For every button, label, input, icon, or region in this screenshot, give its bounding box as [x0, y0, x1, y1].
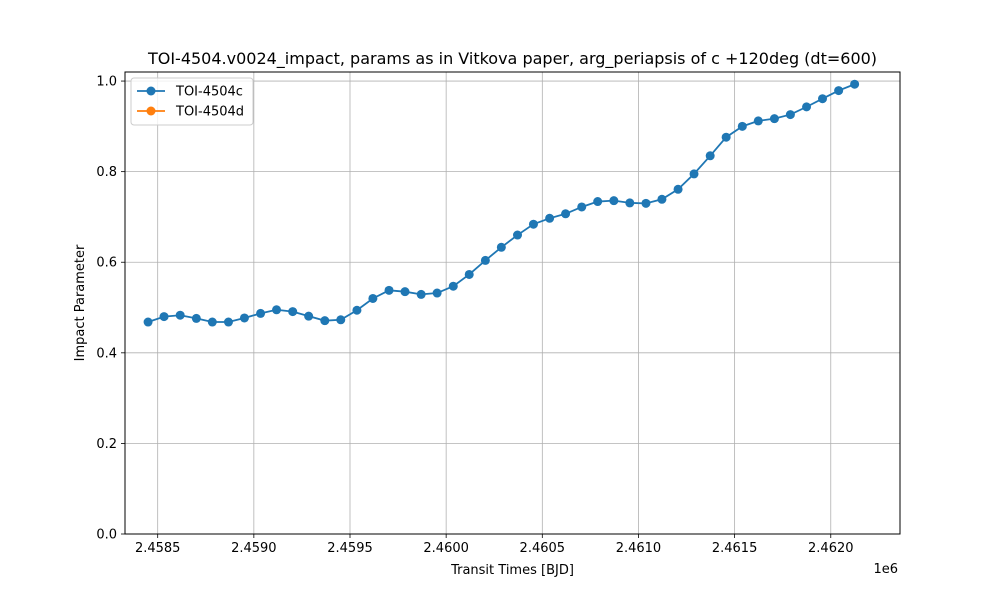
data-point — [753, 116, 763, 126]
x-tick-label: 2.4595 — [327, 541, 373, 556]
x-axis-offset-label: 1e6 — [873, 562, 898, 577]
data-point — [384, 285, 394, 295]
data-point — [239, 313, 249, 323]
y-tick-label: 0.8 — [96, 165, 117, 180]
data-point — [528, 219, 538, 229]
legend: TOI-4504c TOI-4504d — [130, 77, 254, 126]
data-point — [577, 202, 587, 212]
data-point — [785, 110, 795, 120]
data-point — [304, 311, 314, 321]
y-tick-label: 1.0 — [96, 75, 117, 90]
data-point — [721, 132, 731, 142]
y-tick-label: 0.0 — [96, 528, 117, 543]
series-layer — [143, 79, 860, 327]
data-point — [673, 184, 683, 194]
data-point — [416, 289, 426, 299]
data-point — [352, 305, 362, 315]
data-point — [207, 317, 217, 327]
data-point — [689, 169, 699, 179]
data-point — [272, 305, 282, 315]
axis-ticks: 2.4585 2.4590 2.4595 2.4600 2.4605 2.4610 2.46… — [96, 75, 853, 556]
legend-label: TOI-4504c — [175, 85, 243, 100]
x-tick-label: 2.4600 — [423, 541, 469, 556]
data-point — [513, 230, 522, 240]
data-point — [223, 317, 233, 327]
plot-frame — [124, 71, 901, 535]
data-point — [802, 102, 812, 112]
data-point — [641, 198, 651, 208]
data-point — [432, 288, 442, 298]
data-point — [464, 269, 474, 279]
data-point — [737, 121, 747, 131]
data-point — [480, 255, 490, 265]
data-point — [448, 281, 458, 291]
x-tick-label: 2.4615 — [712, 541, 758, 556]
grid-lines — [125, 72, 900, 535]
legend-marker — [146, 106, 156, 116]
data-point — [769, 114, 779, 124]
y-tick-label: 0.4 — [96, 346, 117, 361]
data-point — [336, 315, 346, 325]
data-point — [496, 242, 506, 252]
data-point — [657, 194, 667, 204]
chart-title: TOI-4504.v0024_impact, params as in Vitk… — [147, 49, 877, 69]
data-point — [159, 312, 169, 322]
data-point — [256, 308, 266, 318]
data-point — [818, 94, 827, 104]
data-point — [175, 310, 185, 320]
x-tick-label: 2.4585 — [135, 541, 181, 556]
y-tick-label: 0.2 — [96, 437, 117, 452]
data-point — [561, 209, 571, 219]
legend-marker — [146, 86, 156, 96]
data-point — [850, 79, 860, 89]
data-point — [545, 213, 555, 223]
x-tick-label: 2.4620 — [808, 541, 854, 556]
y-tick-label: 0.6 — [96, 256, 117, 271]
data-point — [400, 287, 410, 297]
data-point — [368, 293, 378, 303]
x-tick-label: 2.4610 — [616, 541, 662, 556]
data-point — [143, 317, 153, 327]
data-point — [593, 197, 603, 207]
data-point — [609, 196, 619, 206]
legend-label: TOI-4504d — [175, 105, 244, 120]
legend-box — [130, 77, 254, 126]
data-point — [288, 307, 298, 317]
x-tick-label: 2.4605 — [520, 541, 566, 556]
data-point — [191, 313, 201, 323]
x-tick-label: 2.4590 — [231, 541, 277, 556]
data-point — [705, 151, 715, 161]
data-point — [320, 316, 330, 326]
data-point — [834, 86, 844, 96]
data-point — [625, 198, 635, 208]
y-axis-label: Impact Parameter — [73, 244, 88, 361]
x-axis-label: Transit Times [BJD] — [450, 563, 574, 578]
